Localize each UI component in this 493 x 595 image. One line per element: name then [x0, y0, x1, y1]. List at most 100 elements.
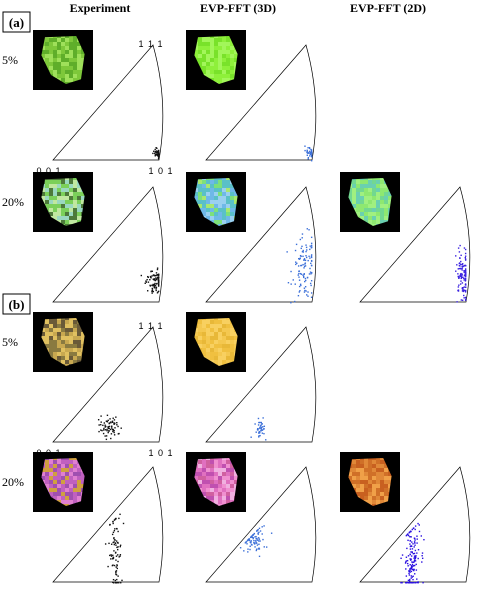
pole-point [115, 551, 117, 554]
pole-point [120, 582, 122, 584]
pole-point [310, 236, 313, 239]
pole-point [464, 256, 466, 259]
pole-point [310, 280, 313, 282]
pole-point [301, 233, 304, 235]
pole-point [310, 154, 313, 157]
pole-point [418, 530, 421, 533]
pole-point [412, 527, 415, 530]
pole-point [411, 561, 413, 563]
pole-point [464, 273, 467, 275]
pole-point [308, 229, 310, 231]
pole-point [113, 541, 115, 543]
pole-point [151, 289, 154, 291]
pole-point [308, 255, 310, 258]
pole-point [258, 436, 260, 438]
orientation-map [33, 30, 93, 90]
pole-point [411, 528, 414, 531]
pole-point [254, 423, 256, 425]
pole-point [307, 259, 309, 262]
pole-point [110, 555, 113, 557]
orientation-cell [186, 312, 317, 443]
strain-label: 5% [2, 53, 18, 67]
pole-point [249, 545, 251, 548]
pole-point [115, 570, 117, 573]
pole-point [310, 247, 313, 249]
pole-point [299, 254, 302, 257]
pole-point [306, 149, 308, 151]
pole-point [463, 271, 465, 273]
pole-point [147, 281, 150, 283]
pole-point [248, 538, 250, 540]
orientation-map [33, 312, 93, 372]
pole-point [460, 254, 462, 257]
pole-point [421, 555, 423, 557]
pole-point [259, 431, 261, 434]
orientation-cell: 1 1 1 0 0 1 1 0 1 [33, 30, 173, 176]
pole-point [459, 283, 462, 285]
pole-point [250, 544, 253, 546]
pole-point [464, 268, 467, 270]
pole-point [407, 534, 410, 537]
pole-point [260, 428, 263, 430]
pole-point [302, 274, 304, 276]
pole-point [257, 429, 259, 431]
pole-point [417, 582, 419, 584]
pole-point [156, 267, 159, 269]
pole-point [103, 422, 106, 424]
pole-point [421, 557, 424, 560]
pole-point [409, 564, 411, 566]
pole-point [295, 261, 297, 263]
pole-point [307, 295, 309, 297]
pole-point [257, 528, 259, 531]
pole-point [305, 290, 307, 292]
pole-point [460, 272, 462, 275]
pole-point [259, 427, 261, 429]
pole-point [118, 556, 120, 558]
pole-point [413, 560, 416, 562]
pole-point [405, 534, 408, 537]
pole-point [150, 277, 152, 279]
pole-point [116, 548, 119, 551]
pole-point [104, 425, 107, 428]
pole-point [414, 555, 416, 557]
orientation-cell [33, 452, 164, 584]
pole-point [416, 581, 419, 584]
pole-point [298, 279, 301, 281]
pole-point [104, 429, 107, 431]
pole-point [116, 564, 118, 567]
pole-point [405, 568, 407, 570]
pole-point [247, 539, 249, 541]
pole-point [156, 147, 158, 150]
pole-point [464, 286, 467, 288]
pole-point [309, 155, 311, 157]
pole-point [462, 289, 464, 291]
pole-point [116, 546, 118, 549]
pole-point [411, 582, 413, 584]
pole-point [464, 296, 467, 299]
pole-point [464, 264, 466, 267]
pole-point [115, 559, 117, 561]
pole-point [409, 548, 412, 550]
axis-label-111: 1 1 1 [138, 321, 163, 331]
pole-point [151, 275, 153, 277]
pole-point [151, 284, 153, 286]
pole-point [463, 269, 465, 272]
pole-point [415, 563, 417, 566]
pole-point [405, 575, 408, 577]
pole-point [310, 296, 313, 298]
pole-point [257, 532, 259, 534]
pole-point [461, 287, 464, 289]
pole-point [297, 265, 300, 267]
pole-point [410, 536, 412, 538]
pole-point [253, 543, 256, 545]
pole-point [414, 573, 416, 575]
pole-point [114, 542, 116, 545]
pole-point [412, 553, 415, 555]
pole-point [310, 151, 313, 153]
pole-point [155, 286, 157, 289]
pole-point [114, 518, 116, 521]
pole-point [115, 582, 118, 584]
pole-point [459, 244, 461, 247]
pole-point [290, 270, 292, 273]
pole-point [410, 577, 412, 579]
